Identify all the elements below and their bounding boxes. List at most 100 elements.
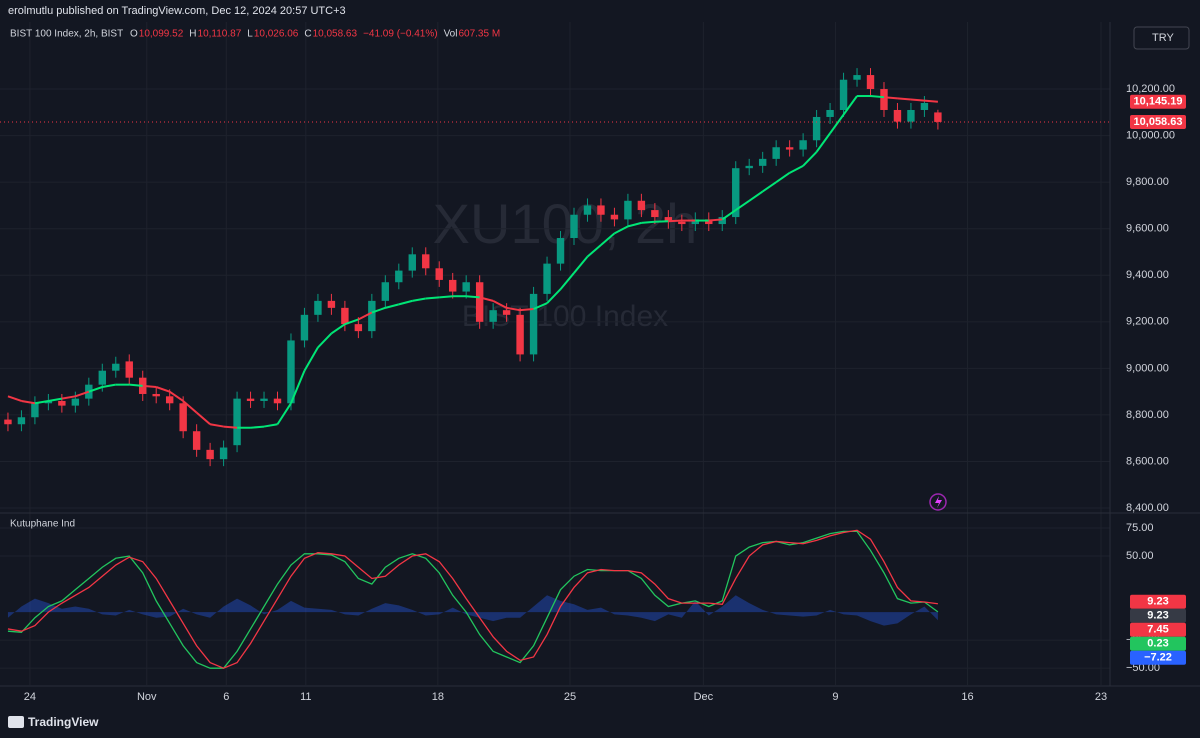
- candle-body: [839, 79, 848, 110]
- price-tag: [1130, 608, 1186, 623]
- baseline-segment: [627, 221, 642, 228]
- candle-body: [745, 165, 753, 169]
- candle-body: [381, 282, 390, 301]
- price-tag: [1130, 594, 1186, 609]
- baseline-segment: [600, 232, 616, 246]
- candle-body: [44, 400, 53, 404]
- baseline-segment: [546, 288, 562, 304]
- legend-vol: Vol: [444, 29, 458, 40]
- candle-body: [206, 449, 214, 460]
- candle-body: [395, 270, 403, 283]
- alert-icon[interactable]: [929, 493, 947, 511]
- candle-body: [785, 147, 794, 150]
- baseline-segment: [439, 295, 453, 299]
- candle-body: [502, 310, 511, 315]
- candle-body: [934, 112, 942, 122]
- baseline-segment: [573, 256, 589, 274]
- baseline-segment: [142, 384, 157, 388]
- baseline-segment: [479, 296, 494, 302]
- y-tick-label: 9,600.00: [1126, 223, 1169, 235]
- baseline-segment: [586, 244, 602, 258]
- y-tick-label: −50.00: [1126, 662, 1160, 674]
- baseline-segment: [21, 399, 36, 405]
- baseline-segment: [870, 95, 885, 99]
- candle-body: [812, 116, 821, 141]
- baseline-segment: [735, 199, 750, 211]
- y-tick-label: 9,400.00: [1126, 269, 1169, 281]
- candle-body: [260, 398, 268, 401]
- candle-body: [597, 205, 605, 215]
- y-tick-label: 8,400.00: [1126, 502, 1169, 514]
- baseline-segment: [169, 390, 184, 402]
- x-tick-label: 23: [1095, 691, 1107, 703]
- legend-open: 10,099.52: [139, 29, 184, 40]
- price-tag: [1130, 650, 1186, 665]
- candle-body: [422, 254, 430, 269]
- candle-body: [273, 398, 282, 404]
- y-tick-label: 9,000.00: [1126, 362, 1169, 374]
- candle-body: [516, 314, 524, 355]
- y-tick-label: 8,600.00: [1126, 455, 1169, 467]
- baseline-segment: [924, 99, 938, 103]
- x-tick-label: 11: [300, 691, 311, 703]
- legend-l: L: [247, 29, 253, 40]
- baseline-segment: [506, 306, 521, 312]
- baseline-segment: [425, 296, 440, 300]
- candle-body: [893, 109, 902, 122]
- baseline-segment: [317, 332, 333, 349]
- legend-c: C: [304, 29, 311, 40]
- candle-body: [475, 282, 484, 322]
- brand-logo: [8, 716, 24, 728]
- baseline-segment: [61, 395, 76, 400]
- baseline-segment: [398, 299, 413, 306]
- watermark: XU100, 2h: [433, 192, 698, 255]
- baseline-segment: [533, 302, 548, 310]
- legend-volume: 607.35 M: [458, 29, 500, 40]
- candle-body: [58, 400, 66, 406]
- candle-body: [624, 200, 632, 220]
- candle-body: [462, 282, 470, 292]
- candle-body: [4, 419, 12, 425]
- price-tag-label: 9.23: [1147, 596, 1168, 608]
- candle-body: [98, 370, 106, 385]
- baseline-segment: [815, 132, 831, 153]
- baseline-segment: [668, 219, 682, 223]
- price-tag: [1130, 114, 1186, 129]
- baseline-segment: [330, 323, 346, 335]
- brand: TradingView: [28, 715, 99, 729]
- candle-body: [556, 238, 565, 264]
- baseline-segment: [34, 399, 49, 405]
- candle-body: [664, 217, 673, 222]
- baseline-segment: [371, 306, 386, 314]
- candle-body: [354, 324, 363, 332]
- candle-body: [408, 254, 416, 271]
- baseline-segment: [276, 402, 292, 425]
- currency[interactable]: TRY: [1152, 32, 1174, 44]
- baseline-segment: [344, 318, 359, 326]
- candle-body: [826, 109, 834, 117]
- candle-body: [179, 403, 187, 432]
- candle-body: [920, 103, 929, 110]
- candle-body: [570, 214, 578, 239]
- legend: O 10,099.52 H 10,110.87 L 10,026.06 C 10,058.63…: [130, 29, 500, 40]
- baseline-segment: [155, 386, 171, 393]
- x-tick-label: 16: [961, 691, 973, 703]
- candle-body: [71, 398, 80, 406]
- line: [7, 529, 938, 669]
- y-tick-label: 50.00: [1126, 550, 1154, 562]
- currency-button[interactable]: [1133, 26, 1190, 50]
- baseline-segment: [182, 400, 198, 414]
- baseline-segment: [883, 96, 898, 100]
- candle-body: [287, 340, 295, 404]
- baseline-segment: [263, 423, 278, 428]
- candle-body: [758, 158, 767, 166]
- candle-body: [799, 140, 807, 150]
- candle-body: [435, 268, 443, 280]
- candle-body: [192, 431, 201, 450]
- baseline-segment: [412, 297, 426, 302]
- baseline-segment: [520, 308, 534, 312]
- legend-h: H: [189, 29, 196, 40]
- candle-body: [543, 263, 551, 294]
